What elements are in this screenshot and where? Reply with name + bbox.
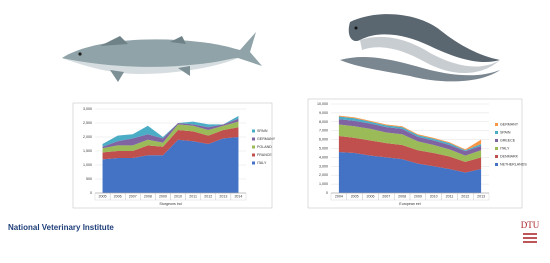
y-tick-label: 10,000: [317, 102, 328, 106]
y-tick-label: 2,500: [83, 121, 92, 125]
x-tick-label: 2008: [144, 194, 152, 198]
dtu-logo: DTU: [521, 220, 540, 242]
legend-swatch: [252, 130, 255, 133]
y-tick-label: 8,000: [319, 120, 328, 124]
y-tick-label: 2,000: [83, 135, 92, 139]
y-tick-label: 0: [90, 191, 92, 195]
legend-label: FRANCE: [257, 153, 272, 157]
x-tick-label: 2009: [159, 194, 167, 198]
legend-label: SPAIN: [500, 130, 511, 134]
x-axis-title: Sturgeons ind: [159, 202, 181, 206]
legend-label: ITALY: [500, 146, 510, 150]
y-tick-label: 6,000: [319, 138, 328, 142]
slide: National Veterinary Institute DTU 0 500 1,…: [0, 0, 550, 258]
x-tick-label: 2014: [234, 194, 242, 198]
legend-label: GERMANY: [500, 122, 519, 126]
legend-label: NETHERLANDS: [500, 162, 527, 166]
legend-label: SPAIN: [257, 129, 268, 133]
x-tick-label: 2011: [189, 194, 197, 198]
x-tick-label: 2007: [129, 194, 137, 198]
y-tick-label: 1,000: [83, 163, 92, 167]
logo-text: DTU: [521, 220, 540, 230]
y-tick-label: 5,000: [319, 146, 328, 150]
legend-swatch: [495, 131, 498, 134]
y-tick-label: 2,000: [319, 173, 328, 177]
x-tick-label: 2010: [430, 194, 438, 198]
legend-label: GERMANY: [257, 137, 276, 141]
legend-swatch: [252, 154, 255, 157]
x-tick-label: 2011: [446, 194, 454, 198]
x-tick-label: 2010: [174, 194, 182, 198]
x-tick-label: 2006: [367, 194, 375, 198]
x-tick-label: 2013: [219, 194, 227, 198]
x-tick-label: 2012: [461, 194, 469, 198]
x-tick-label: 2008: [398, 194, 406, 198]
legend-swatch: [252, 146, 255, 149]
legend-swatch: [495, 147, 498, 150]
x-tick-label: 2007: [382, 194, 390, 198]
x-tick-label: 2004: [335, 194, 343, 198]
y-tick-label: 500: [86, 177, 92, 181]
sturgeon-image: [62, 32, 262, 82]
x-axis-title: European eel: [399, 202, 421, 206]
legend-label: ITALY: [257, 161, 267, 165]
y-tick-label: 9,000: [319, 111, 328, 115]
legend-swatch: [495, 139, 498, 142]
y-tick-label: 1,000: [319, 182, 328, 186]
x-tick-label: 2005: [351, 194, 359, 198]
x-tick-label: 2006: [114, 194, 122, 198]
x-tick-label: 2013: [477, 194, 485, 198]
legend-label: POLAND: [257, 145, 272, 149]
y-tick-label: 1,500: [83, 149, 92, 153]
x-tick-label: 2005: [99, 194, 107, 198]
legend-swatch: [495, 155, 498, 158]
legend-swatch: [252, 162, 255, 165]
legend-label: DENMARK: [500, 154, 519, 158]
eel-image: [340, 14, 500, 81]
legend-swatch: [495, 123, 498, 126]
y-tick-label: 4,000: [319, 155, 328, 159]
y-tick-label: 0: [326, 191, 328, 195]
x-tick-label: 2009: [414, 194, 422, 198]
y-tick-label: 3,000: [319, 164, 328, 168]
x-tick-label: 2012: [204, 194, 212, 198]
legend-swatch: [252, 138, 255, 141]
y-tick-label: 3,000: [83, 107, 92, 111]
y-tick-label: 7,000: [319, 129, 328, 133]
legend-swatch: [495, 163, 498, 166]
legend-label: GREECE: [500, 138, 516, 142]
institute-name: National Veterinary Institute: [8, 223, 114, 232]
